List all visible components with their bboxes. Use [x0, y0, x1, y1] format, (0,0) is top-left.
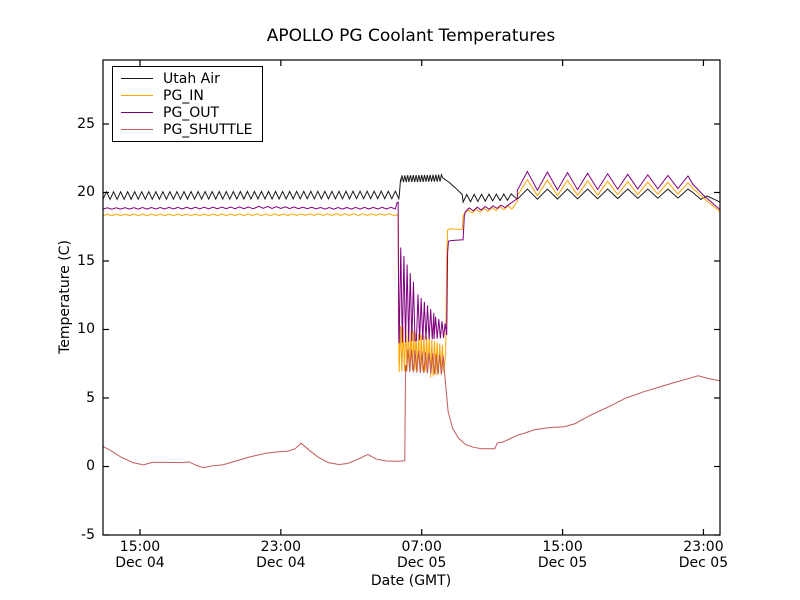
legend-label: Utah Air — [163, 70, 220, 87]
x-tick-time: 23:00 — [683, 539, 724, 555]
x-axis-label: Date (GMT) — [370, 573, 452, 589]
y-tick-label: 10 — [77, 321, 95, 338]
legend-item-pg-in: PG_IN — [121, 87, 252, 104]
series-pg-in — [103, 178, 720, 378]
x-tick-date: Dec 04 — [256, 555, 306, 571]
x-tick-time: 07:00 — [401, 539, 442, 555]
y-tick-label: 0 — [86, 458, 95, 475]
x-tick-time: 15:00 — [119, 539, 161, 555]
y-tick-label: 20 — [77, 184, 95, 201]
legend-item-pg-shuttle: PG_SHUTTLE — [121, 121, 252, 138]
series-pg-out — [103, 170, 720, 344]
legend-line-icon — [121, 95, 153, 96]
x-tick-date: Dec 04 — [115, 555, 165, 571]
x-tick-time: 15:00 — [542, 539, 583, 555]
x-tick-label: 15:00 Dec 04 — [95, 539, 185, 571]
x-tick-date: Dec 05 — [537, 555, 588, 571]
legend-line-icon — [121, 78, 153, 79]
legend-item-utah-air: Utah Air — [121, 70, 252, 87]
legend-label: PG_SHUTTLE — [163, 121, 253, 138]
axes-frame — [102, 59, 721, 536]
legend-line-icon — [121, 129, 153, 130]
y-tick-label: 5 — [86, 389, 95, 406]
x-tick-label: 23:00 Dec 04 — [236, 539, 326, 571]
x-tick-label: 23:00 Dec 05 — [658, 539, 748, 571]
x-tick-date: Dec 05 — [678, 555, 729, 571]
y-tick-label: 15 — [77, 252, 95, 269]
x-tick-date: Dec 05 — [397, 555, 447, 571]
x-tick-label: 15:00 Dec 05 — [518, 539, 608, 571]
y-tick-label: -5 — [81, 527, 95, 543]
legend-line-icon — [121, 112, 153, 113]
legend-item-pg-out: PG_OUT — [121, 104, 252, 121]
y-tick-label: 25 — [77, 115, 95, 132]
x-tick-time: 23:00 — [260, 539, 302, 555]
x-tick-label: 07:00 Dec 05 — [377, 539, 467, 571]
legend: Utah Air PG_IN PG_OUT PG_SHUTTLE — [112, 66, 264, 142]
chart-title: APOLLO PG Coolant Temperatures — [266, 26, 556, 46]
legend-label: PG_OUT — [163, 104, 220, 121]
series-utah-air — [103, 172, 720, 204]
legend-label: PG_IN — [163, 87, 204, 104]
series-pg-shuttle — [103, 348, 720, 469]
